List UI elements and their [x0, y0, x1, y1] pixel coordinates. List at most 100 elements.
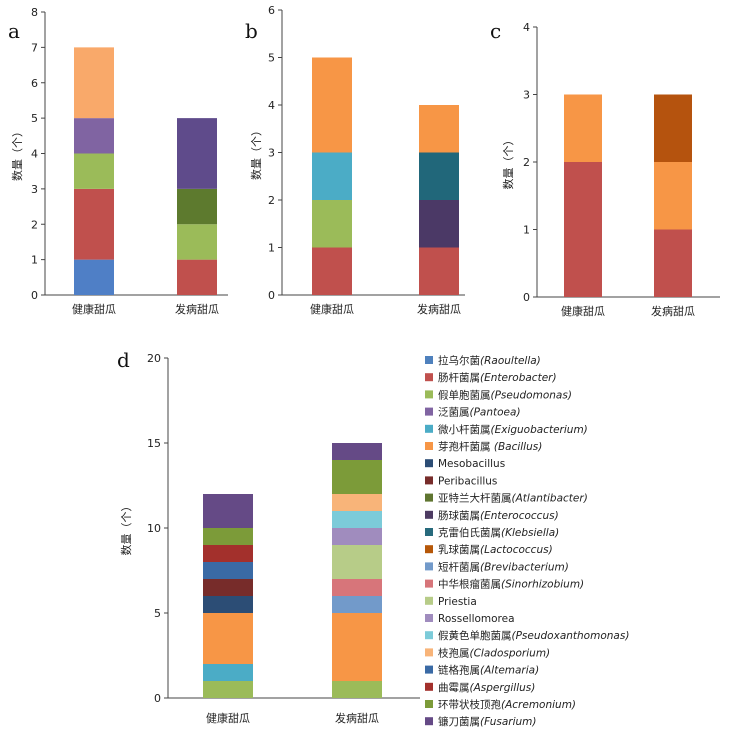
legend-label-latin: (Cladosporium) [470, 647, 551, 659]
legend-swatch [425, 579, 433, 588]
legend-item: Mesobacillus [425, 458, 505, 470]
bar-segment [654, 94, 692, 162]
legend: 拉乌尔菌(Raoultella) 肠杆菌属(Enterobacter) 假单胞菌属(… [425, 354, 629, 728]
legend-label-cn: 拉乌尔菌 [438, 354, 480, 367]
y-tick-label: 5 [268, 52, 275, 65]
legend-label-latin: Peribacillus [438, 475, 497, 487]
legend-label-latin: (Pseudoxanthomonas) [512, 630, 630, 642]
legend-swatch [425, 424, 433, 433]
legend-label: 链格孢属(Altemaria) [438, 664, 539, 677]
legend-item: 拉乌尔菌(Raoultella) [425, 354, 541, 367]
bar-segment [74, 153, 114, 189]
legend-item: 中华根瘤菌属(Sinorhizobium) [425, 578, 584, 591]
bar-segment [74, 47, 114, 119]
legend-label: Priestia [438, 596, 477, 608]
legend-label-latin: (Acremonium) [501, 699, 576, 711]
legend-item: 环带状枝顶孢(Acremonium) [425, 698, 576, 711]
legend-label: 中华根瘤菌属(Sinorhizobium) [438, 578, 584, 591]
bar-segment [419, 152, 459, 200]
legend-swatch [425, 390, 433, 399]
legend-item: 芽孢杆菌属 (Bacillus) [425, 440, 542, 453]
legend-swatch [425, 373, 433, 382]
legend-label-latin: (Enterococcus) [480, 510, 559, 522]
bar-segment [203, 596, 253, 613]
bar-segment [312, 247, 352, 295]
bar-segment [332, 511, 382, 528]
legend-label: 枝孢属(Cladosporium) [438, 646, 550, 659]
legend-swatch [425, 545, 433, 554]
y-tick-label: 5 [31, 112, 38, 125]
legend-item: 短杆菌属(Brevibacterium) [425, 560, 569, 573]
y-tick-label: 5 [154, 607, 161, 620]
x-tick-label: 发病甜瓜 [417, 302, 461, 316]
legend-label-latin: (Exiguobacterium) [491, 424, 588, 436]
legend-label-latin: (Enterobacter) [480, 372, 557, 384]
y-tick-label: 2 [31, 218, 38, 231]
bar-segment [177, 224, 217, 260]
legend-item: Rossellomorea [425, 613, 515, 625]
legend-label-latin: (Pantoea) [470, 407, 521, 419]
bar-segment [312, 200, 352, 248]
legend-swatch [425, 631, 433, 640]
legend-label: 环带状枝顶孢(Acremonium) [438, 698, 576, 711]
legend-label-latin: Rossellomorea [438, 613, 515, 625]
legend-item: 亚特兰大杆菌属(Atlantibacter) [425, 492, 588, 505]
legend-label-cn: 乳球菌属 [438, 543, 480, 556]
legend-swatch [425, 459, 433, 468]
bar-segment [654, 229, 692, 297]
legend-swatch [425, 700, 433, 708]
legend-item: Peribacillus [425, 475, 497, 487]
legend-item: 假黄色单胞菌属(Pseudoxanthomonas) [425, 629, 629, 642]
legend-label-latin: Priestia [438, 596, 477, 608]
y-axis-label: 数量（个） [11, 126, 24, 181]
legend-swatch [425, 717, 433, 726]
bar-segment [74, 188, 114, 260]
bar-segment [332, 528, 382, 545]
panel-label: c [490, 19, 501, 43]
legend-swatch [425, 510, 433, 519]
legend-label-cn: 肠杆菌属 [438, 371, 480, 384]
legend-label: 肠杆菌属(Enterobacter) [438, 371, 557, 384]
legend-swatch [425, 665, 433, 674]
legend-label-latin: Mesobacillus [438, 458, 505, 470]
panel-label: d [117, 348, 130, 372]
legend-item: 假单胞菌属(Pseudomonas) [425, 388, 572, 401]
bar-segment [177, 118, 217, 189]
legend-item: 肠球菌属(Enterococcus) [425, 509, 559, 522]
legend-swatch [425, 648, 433, 657]
legend-item: 枝孢属(Cladosporium) [425, 646, 550, 659]
legend-swatch [425, 682, 433, 691]
bar-segment [203, 664, 253, 681]
legend-label-latin: (Atlantibacter) [512, 493, 588, 505]
y-tick-label: 10 [147, 522, 161, 535]
bar-segment [419, 200, 459, 248]
y-tick-label: 2 [268, 194, 275, 207]
legend-item: Priestia [425, 596, 477, 608]
legend-swatch [425, 528, 433, 536]
bar-segment [332, 613, 382, 681]
y-tick-label: 1 [523, 224, 530, 237]
legend-swatch [425, 562, 433, 571]
legend-item: 泛菌属(Pantoea) [425, 407, 521, 419]
legend-label-cn: 链格孢属 [438, 664, 480, 677]
legend-label-latin: (Lactococcus) [480, 544, 553, 556]
y-axis-label: 数量（个） [250, 125, 263, 180]
y-tick-label: 6 [268, 4, 275, 17]
legend-swatch [425, 442, 433, 450]
x-tick-label: 健康甜瓜 [206, 711, 250, 725]
x-tick-label: 健康甜瓜 [310, 302, 354, 316]
bar-segment [332, 494, 382, 511]
y-axis-label: 数量（个） [502, 135, 515, 190]
legend-item: 克雷伯氏菌属(Klebsiella) [425, 526, 559, 539]
bar-segment [564, 162, 602, 297]
bar-segment [74, 118, 114, 154]
y-tick-label: 0 [268, 289, 275, 302]
legend-label: Peribacillus [438, 475, 497, 487]
legend-label-latin: (Sinorhizobium) [501, 579, 584, 591]
bar-segment [74, 259, 114, 295]
y-tick-label: 8 [31, 6, 38, 19]
panel-label: b [245, 19, 258, 43]
legend-swatch [425, 356, 433, 364]
bar-segment [177, 259, 217, 295]
